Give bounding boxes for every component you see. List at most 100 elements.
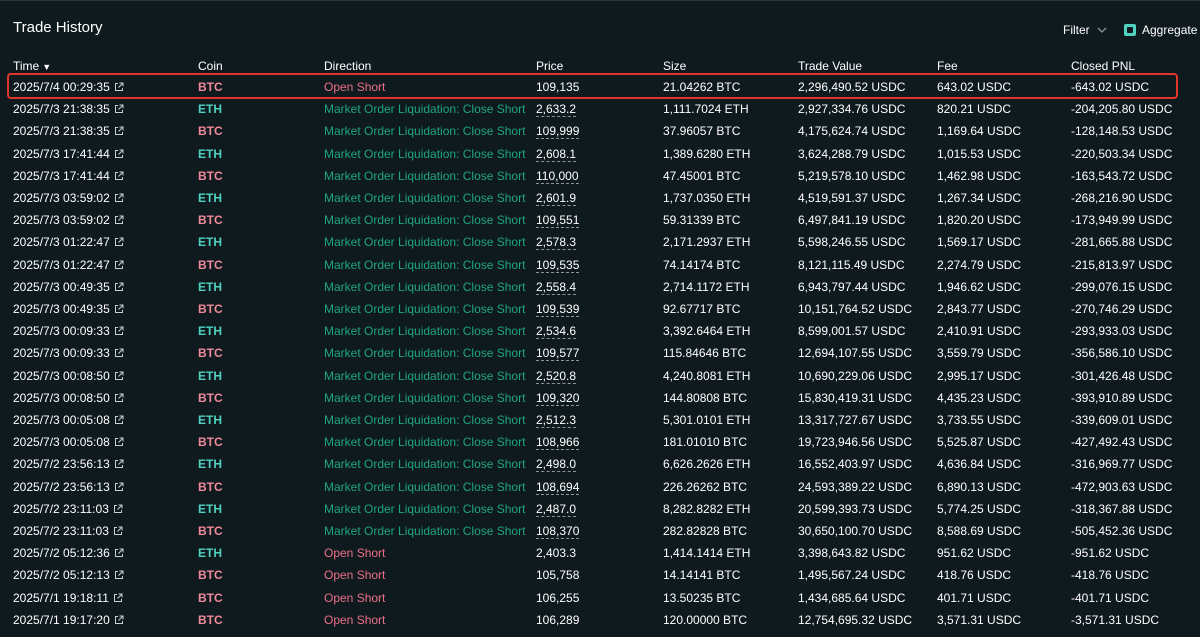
trade-time-link[interactable]: 2025/7/3 21:38:35 [13, 120, 124, 142]
external-link-icon[interactable] [114, 371, 124, 381]
external-link-icon[interactable] [114, 482, 124, 492]
table-row[interactable]: 2025/7/2 05:12:36 ETH Open Short 2,403.3 1,4… [0, 542, 1200, 564]
coin-symbol[interactable]: ETH [198, 501, 222, 516]
external-link-icon[interactable] [114, 393, 124, 403]
external-link-icon[interactable] [114, 126, 124, 136]
table-row[interactable]: 2025/7/4 00:29:35 BTC Open Short 109,135 21.… [0, 76, 1200, 98]
external-link-icon[interactable] [114, 149, 124, 159]
external-link-icon[interactable] [114, 171, 124, 181]
trade-time-link[interactable]: 2025/7/3 03:59:02 [13, 209, 124, 231]
column-header-size[interactable]: Size [663, 59, 687, 73]
table-row[interactable]: 2025/7/3 00:09:33 ETH Market Order Liquida… [0, 320, 1200, 342]
trade-time-link[interactable]: 2025/7/2 05:12:13 [13, 564, 124, 586]
column-header-closed-pnl[interactable]: Closed PNL [1071, 59, 1136, 74]
table-row[interactable]: 2025/7/3 03:59:02 ETH Market Order Liquida… [0, 187, 1200, 209]
coin-symbol[interactable]: BTC [198, 302, 223, 316]
column-header-trade-value[interactable]: Trade Value [798, 59, 863, 73]
trade-price[interactable]: 109,320 [536, 387, 580, 409]
table-row[interactable]: 2025/7/3 01:22:47 BTC Market Order Liquida… [0, 254, 1200, 276]
trade-time-link[interactable]: 2025/7/2 23:11:03 [13, 520, 123, 542]
coin-symbol[interactable]: ETH [198, 457, 222, 472]
trade-time-link[interactable]: 2025/7/3 21:38:35 [13, 98, 124, 120]
coin-symbol[interactable]: BTC [198, 257, 223, 272]
filter-dropdown[interactable]: Filter [1063, 23, 1108, 37]
table-row[interactable]: 2025/7/2 23:56:13 BTC Market Order Liquida… [0, 476, 1200, 498]
trade-time-link[interactable]: 2025/7/3 00:49:35 [13, 298, 124, 320]
trade-price[interactable]: 109,539 [536, 298, 580, 320]
external-link-icon[interactable] [113, 526, 123, 536]
table-row[interactable]: 2025/7/3 21:38:35 ETH Market Order Liquida… [0, 98, 1200, 120]
table-row[interactable]: 2025/7/2 23:11:03 ETH Market Order Liquida… [0, 498, 1200, 520]
coin-symbol[interactable]: BTC [198, 479, 223, 494]
table-row[interactable]: 2025/7/3 00:09:33 BTC Market Order Liquida… [0, 342, 1200, 364]
trade-price[interactable]: 2,558.4 [536, 276, 577, 298]
trade-time-link[interactable]: 2025/7/3 00:09:33 [13, 320, 124, 342]
external-link-icon[interactable] [114, 548, 124, 558]
trade-price[interactable]: 2,601.9 [536, 187, 577, 209]
trade-price[interactable]: 2,633.2 [536, 98, 577, 120]
coin-symbol[interactable]: BTC [198, 213, 223, 228]
coin-symbol[interactable]: BTC [198, 524, 223, 538]
table-row[interactable]: 2025/7/3 03:59:02 BTC Market Order Liquida… [0, 209, 1200, 231]
aggregate-checkbox[interactable] [1124, 24, 1136, 36]
trade-price[interactable]: 2,498.0 [536, 453, 577, 475]
trade-time-link[interactable]: 2025/7/4 00:29:35 [13, 76, 124, 98]
coin-symbol[interactable]: ETH [198, 546, 222, 561]
external-link-icon[interactable] [114, 459, 124, 469]
trade-price[interactable]: 2,534.6 [536, 320, 577, 342]
column-header-direction[interactable]: Direction [324, 59, 372, 73]
table-row[interactable]: 2025/7/3 00:49:35 ETH Market Order Liquida… [0, 276, 1200, 298]
external-link-icon[interactable] [114, 326, 124, 336]
external-link-icon[interactable] [114, 437, 124, 447]
external-link-icon[interactable] [114, 615, 124, 625]
trade-time-link[interactable]: 2025/7/3 00:05:08 [13, 431, 124, 453]
table-row[interactable]: 2025/7/3 17:41:44 ETH Market Order Liquida… [0, 143, 1200, 165]
table-row[interactable]: 2025/7/2 23:11:03 BTC Market Order Liquida… [0, 520, 1200, 542]
table-row[interactable]: 2025/7/3 00:08:50 BTC Market Order Liquida… [0, 387, 1200, 409]
coin-symbol[interactable]: BTC [198, 346, 223, 361]
coin-symbol[interactable]: ETH [198, 413, 222, 427]
column-header-time[interactable]: Time ▼ [13, 59, 51, 73]
trade-price[interactable]: 2,608.1 [536, 143, 577, 165]
trade-price[interactable]: 109,535 [536, 254, 580, 276]
trade-time-link[interactable]: 2025/7/2 23:56:13 [13, 453, 124, 475]
external-link-icon[interactable] [113, 593, 123, 603]
coin-symbol[interactable]: BTC [198, 168, 223, 183]
column-header-fee[interactable]: Fee [937, 59, 958, 73]
trade-price[interactable]: 2,487.0 [536, 498, 577, 520]
trade-time-link[interactable]: 2025/7/3 17:41:44 [13, 143, 124, 165]
coin-symbol[interactable]: ETH [198, 324, 222, 339]
coin-symbol[interactable]: ETH [198, 102, 222, 117]
table-row[interactable]: 2025/7/3 17:41:44 BTC Market Order Liquida… [0, 165, 1200, 187]
table-row[interactable]: 2025/7/3 01:22:47 ETH Market Order Liquida… [0, 231, 1200, 253]
trade-time-link[interactable]: 2025/7/3 01:22:47 [13, 254, 124, 276]
coin-symbol[interactable]: BTC [198, 612, 223, 627]
trade-time-link[interactable]: 2025/7/3 00:09:33 [13, 342, 124, 364]
coin-symbol[interactable]: BTC [198, 590, 223, 605]
coin-symbol[interactable]: BTC [198, 568, 223, 583]
trade-time-link[interactable]: 2025/7/1 19:18:11 [13, 587, 123, 609]
trade-price[interactable]: 108,694 [536, 476, 580, 498]
trade-time-link[interactable]: 2025/7/3 17:41:44 [13, 165, 124, 187]
trade-price[interactable]: 2,578.3 [536, 231, 577, 253]
coin-symbol[interactable]: ETH [198, 146, 222, 161]
coin-symbol[interactable]: ETH [198, 279, 222, 294]
trade-price[interactable]: 110,000 [536, 165, 579, 187]
table-row[interactable]: 2025/7/3 00:05:08 ETH Market Order Liquida… [0, 409, 1200, 431]
trade-price[interactable]: 108,966 [536, 431, 580, 453]
coin-symbol[interactable]: ETH [198, 368, 222, 383]
column-header-coin[interactable]: Coin [198, 59, 223, 73]
external-link-icon[interactable] [114, 304, 124, 314]
coin-symbol[interactable]: ETH [198, 191, 222, 205]
trade-price[interactable]: 109,999 [536, 120, 580, 142]
external-link-icon[interactable] [114, 237, 124, 247]
external-link-icon[interactable] [114, 104, 124, 114]
coin-symbol[interactable]: BTC [198, 124, 223, 139]
trade-time-link[interactable]: 2025/7/3 00:49:35 [13, 276, 124, 298]
trade-time-link[interactable]: 2025/7/2 23:11:03 [13, 498, 123, 520]
column-header-price[interactable]: Price [536, 59, 564, 73]
trade-price[interactable]: 2,520.8 [536, 365, 577, 387]
external-link-icon[interactable] [114, 215, 124, 225]
trade-price[interactable]: 109,551 [536, 209, 580, 231]
trade-time-link[interactable]: 2025/7/3 01:22:47 [13, 231, 124, 253]
